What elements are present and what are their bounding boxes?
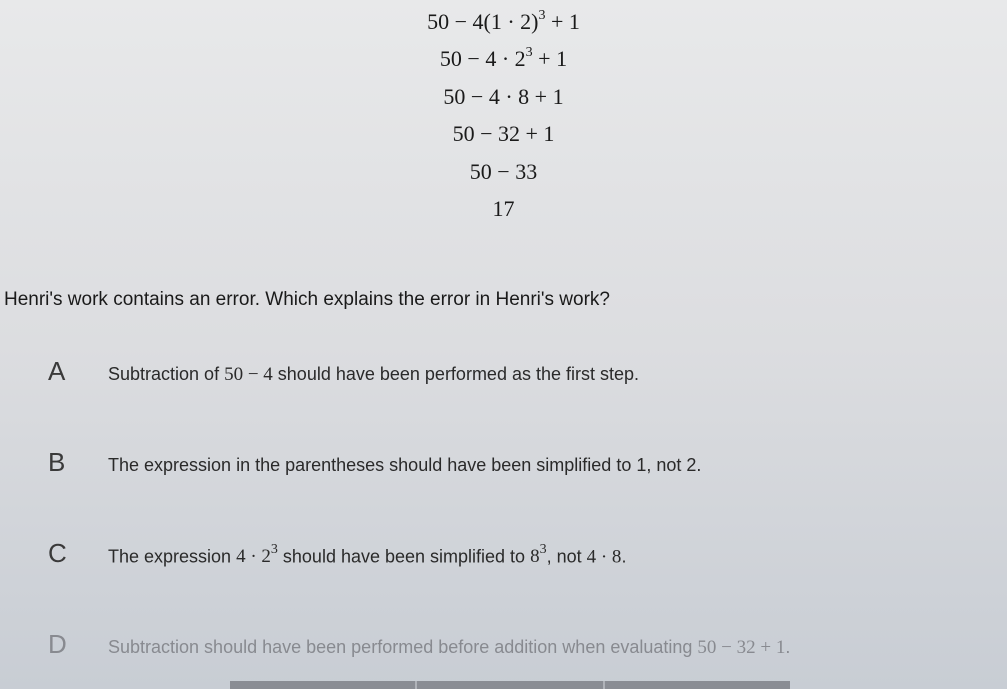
answer-letter-c: C xyxy=(48,538,108,569)
answer-option-d[interactable]: D Subtraction should have been performed… xyxy=(48,629,1007,660)
answer-option-c[interactable]: C The expression 4 · 23 should have been… xyxy=(48,538,1007,569)
bottom-bar-seg xyxy=(417,681,604,689)
math-line-5: 50 − 33 xyxy=(0,153,1007,190)
answer-option-b[interactable]: B The expression in the parentheses shou… xyxy=(48,447,1007,478)
answer-letter-d: D xyxy=(48,629,108,660)
answer-letter-a: A xyxy=(48,356,108,387)
math-line-2: 50 − 4 · 23 + 1 xyxy=(0,40,1007,77)
answer-option-a[interactable]: A Subtraction of 50 − 4 should have been… xyxy=(48,356,1007,387)
answer-options: A Subtraction of 50 − 4 should have been… xyxy=(0,356,1007,660)
math-work-block: 50 − 4(1 · 2)3 + 1 50 − 4 · 23 + 1 50 − … xyxy=(0,0,1007,227)
math-line-3: 50 − 4 · 8 + 1 xyxy=(0,78,1007,115)
math-line-1: 50 − 4(1 · 2)3 + 1 xyxy=(0,3,1007,40)
answer-text-d: Subtraction should have been performed b… xyxy=(108,637,790,659)
question-text: Henri's work contains an error. Which ex… xyxy=(4,289,1007,311)
math-line-4: 50 − 32 + 1 xyxy=(0,115,1007,152)
answer-text-b: The expression in the parentheses should… xyxy=(108,455,701,476)
bottom-bar-seg xyxy=(230,681,417,689)
answer-text-c: The expression 4 · 23 should have been s… xyxy=(108,544,626,568)
math-line-6: 17 xyxy=(0,190,1007,227)
answer-letter-b: B xyxy=(48,447,108,478)
bottom-bar-seg xyxy=(605,681,790,689)
answer-text-a: Subtraction of 50 − 4 should have been p… xyxy=(108,364,639,386)
bottom-bar xyxy=(230,681,790,689)
